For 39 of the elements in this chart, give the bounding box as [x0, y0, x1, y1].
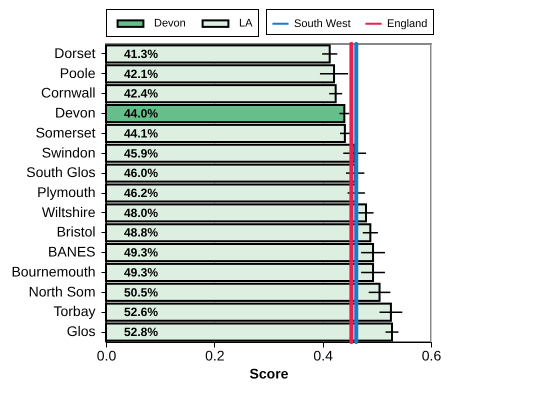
- y-tick-label: Wiltshire: [42, 204, 96, 220]
- data-label: 46.2%: [124, 186, 158, 200]
- legend-label: LA: [239, 18, 254, 30]
- legend-label: South West: [294, 18, 351, 30]
- y-tick-label: BANES: [48, 244, 96, 260]
- data-label: 42.1%: [124, 66, 158, 81]
- data-label: 50.5%: [124, 285, 158, 300]
- data-label: 42.4%: [124, 86, 158, 101]
- data-label: 48.0%: [124, 206, 158, 220]
- y-tick-label: Torbay: [53, 303, 96, 320]
- data-label: 41.3%: [124, 46, 158, 61]
- data-label: 49.3%: [124, 265, 158, 280]
- y-tick-label: Devon: [55, 104, 96, 121]
- data-label: 46.0%: [124, 166, 158, 180]
- x-tick-label: 0.0: [96, 348, 116, 364]
- y-tick-label: South Glos: [26, 164, 96, 180]
- data-label: 52.8%: [124, 325, 158, 340]
- legend-label: England: [387, 18, 428, 30]
- data-label: 48.8%: [124, 226, 158, 240]
- y-tick-label: North Som: [28, 283, 96, 300]
- data-label: 44.1%: [124, 126, 158, 140]
- y-tick-label: Somerset: [36, 124, 96, 140]
- y-tick-label: Bristol: [56, 224, 96, 240]
- data-label: 44.0%: [124, 106, 158, 121]
- data-label: 49.3%: [124, 246, 158, 260]
- x-tick-label: 0.4: [313, 348, 334, 364]
- y-tick-label: Plymouth: [37, 184, 96, 200]
- y-tick-label: Dorset: [54, 44, 96, 61]
- x-tick-label: 0.6: [422, 348, 442, 364]
- y-tick-label: Cornwall: [41, 84, 96, 101]
- y-tick-label: Swindon: [42, 144, 96, 160]
- y-tick-label: Glos: [66, 323, 96, 340]
- data-label: 45.9%: [124, 146, 158, 160]
- legend-label: Devon: [154, 18, 186, 30]
- x-tick-label: 0.2: [205, 348, 225, 364]
- x-axis-title: Score: [250, 366, 289, 382]
- y-tick-label: Bournemouth: [11, 263, 96, 280]
- data-label: 52.6%: [124, 305, 158, 320]
- y-tick-label: Poole: [60, 64, 96, 81]
